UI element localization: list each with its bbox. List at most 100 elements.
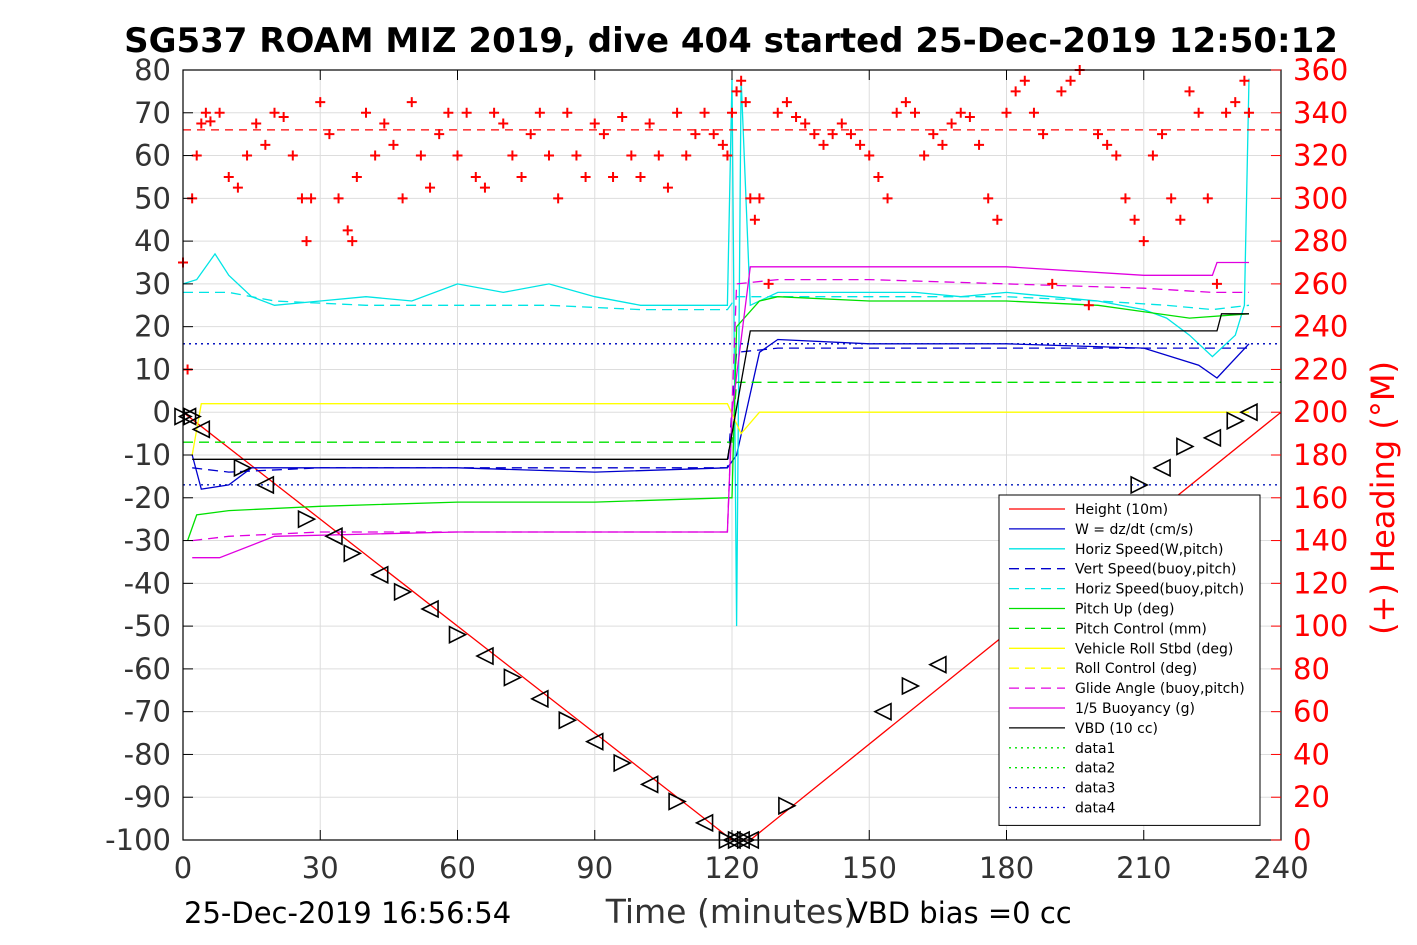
legend-label: Glide Angle (buoy,pitch)	[1075, 681, 1245, 697]
heading-point	[1093, 129, 1103, 140]
heading-point	[370, 150, 381, 161]
x-tick-label: 0	[174, 851, 192, 885]
heading-point	[900, 97, 911, 108]
y-left-tick-label: -100	[105, 823, 171, 857]
heading-point	[1221, 107, 1232, 118]
heading-point	[749, 214, 760, 225]
heading-point	[992, 214, 1003, 225]
heading-point	[361, 107, 371, 118]
y-axis-right-label: (+) Heading (°M)	[1364, 361, 1402, 635]
heading-point	[873, 171, 884, 182]
heading-point	[269, 107, 280, 118]
heading-point	[644, 118, 655, 129]
y-left-tick-label: 20	[134, 310, 171, 344]
legend-label: Vert Speed(buoy,pitch)	[1075, 562, 1237, 578]
heading-point	[672, 107, 683, 118]
heading-point	[534, 107, 545, 118]
depth-marker	[297, 509, 317, 529]
depth-marker	[558, 710, 578, 730]
y-right-tick-label: 260	[1293, 267, 1348, 301]
depth-marker	[928, 655, 947, 674]
y-axis-right-ticks: 0 20 40 60 80 100 120 140 160 180 200 220 240 260 280 3…	[1271, 53, 1348, 857]
heading-point	[388, 139, 399, 150]
heading-point	[800, 118, 811, 129]
legend-label: data4	[1075, 801, 1116, 817]
y-right-tick-label: 220	[1293, 352, 1348, 386]
depth-marker	[420, 599, 439, 619]
heading-point	[1166, 193, 1177, 204]
y-right-tick-label: 340	[1293, 96, 1348, 130]
heading-point	[928, 129, 939, 140]
legend-label: Pitch Up (deg)	[1075, 602, 1174, 618]
legend-label: data3	[1075, 781, 1115, 797]
footer-timestamp: 25-Dec-2019 16:56:54	[184, 896, 512, 930]
depth-marker	[668, 792, 687, 811]
depth-marker	[778, 796, 797, 816]
heading-point	[1211, 278, 1222, 289]
heading-point	[1239, 75, 1250, 86]
heading-point	[974, 139, 985, 150]
heading-point	[544, 150, 554, 161]
heading-point	[287, 150, 298, 161]
heading-point	[205, 116, 216, 127]
series-vbd-10-cc	[192, 313, 1249, 460]
heading-point	[690, 129, 701, 140]
heading-point	[191, 150, 202, 161]
y-right-tick-label: 360	[1293, 53, 1348, 87]
heading-point	[1184, 86, 1195, 97]
heading-point	[278, 112, 289, 123]
heading-point	[1230, 97, 1241, 108]
legend-label: Horiz Speed(buoy,pitch)	[1075, 582, 1244, 598]
series-vert-speed-buoy-pitch	[192, 347, 1249, 473]
x-tick-label: 150	[842, 851, 897, 885]
y-right-tick-label: 180	[1293, 438, 1348, 472]
heading-point	[946, 118, 957, 129]
heading-point	[836, 118, 847, 129]
y-right-tick-label: 140	[1293, 524, 1348, 558]
heading-point	[315, 97, 326, 108]
depth-marker	[448, 625, 468, 644]
depth-marker	[613, 753, 632, 773]
heading-point	[763, 278, 774, 289]
heading-point	[598, 129, 609, 140]
heading-point	[1157, 129, 1168, 140]
heading-point	[818, 139, 829, 150]
series-vehicle-roll-stbd-deg	[191, 403, 1249, 456]
heading-point	[589, 118, 600, 129]
y-right-tick-label: 280	[1293, 224, 1348, 258]
heading-point	[571, 150, 582, 161]
heading-point	[196, 118, 207, 129]
y-left-tick-label: 10	[134, 352, 171, 386]
x-axis-label: Time (minutes)	[605, 892, 857, 931]
depth-marker	[639, 775, 659, 794]
heading-point	[324, 129, 335, 140]
heading-point	[525, 129, 536, 140]
heading-point	[736, 75, 747, 86]
heading-point	[1038, 129, 1049, 140]
heading-point	[1147, 150, 1158, 161]
x-tick-label: 240	[1253, 851, 1308, 885]
depth-marker	[475, 646, 494, 666]
heading-point	[653, 150, 664, 161]
heading-point	[1120, 193, 1131, 204]
depth-marker	[530, 689, 549, 709]
series-pitch-control-mm	[183, 381, 1281, 443]
series-glide-angle-buoy-pitch	[192, 278, 1249, 542]
heading-point	[415, 150, 426, 161]
y-right-tick-label: 0	[1293, 823, 1311, 857]
x-tick-label: 210	[1116, 851, 1171, 885]
heading-point	[200, 107, 211, 118]
depth-marker	[901, 676, 921, 696]
heading-point	[964, 112, 975, 123]
depth-marker	[503, 668, 523, 687]
x-tick-label: 180	[979, 851, 1034, 885]
heading-point	[983, 193, 994, 204]
heading-point	[1129, 214, 1140, 225]
legend-label: 1/5 Buoyancy (g)	[1075, 701, 1195, 717]
heading-point	[772, 107, 783, 118]
x-tick-label: 60	[439, 851, 476, 885]
heading-point	[242, 150, 253, 161]
depth-marker	[1226, 411, 1246, 431]
heading-point	[296, 193, 307, 204]
